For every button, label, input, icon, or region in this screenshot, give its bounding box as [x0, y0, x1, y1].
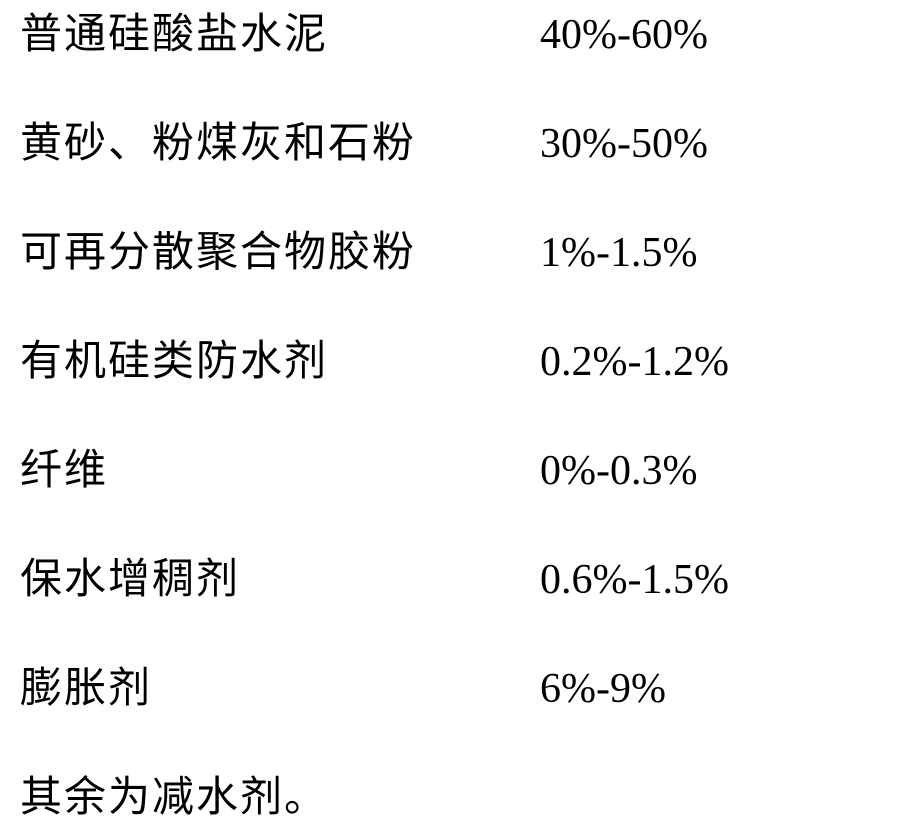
footer-note: 其余为减水剂。 — [20, 763, 900, 824]
table-row: 黄砂、粉煤灰和石粉 30%-50% — [20, 109, 900, 170]
ingredient-percentage: 0.6%-1.5% — [540, 556, 729, 604]
table-row: 膨胀剂 6%-9% — [20, 654, 900, 715]
ingredient-label: 黄砂、粉煤灰和石粉 — [20, 109, 540, 170]
table-row: 可再分散聚合物胶粉 1%-1.5% — [20, 218, 900, 279]
table-row: 纤维 0%-0.3% — [20, 436, 900, 497]
ingredient-label: 有机硅类防水剂 — [20, 327, 540, 388]
table-row: 保水增稠剂 0.6%-1.5% — [20, 545, 900, 606]
ingredient-percentage: 0%-0.3% — [540, 447, 697, 495]
ingredient-percentage: 30%-50% — [540, 120, 708, 168]
ingredient-label: 普通硅酸盐水泥 — [20, 0, 540, 61]
table-row: 有机硅类防水剂 0.2%-1.2% — [20, 327, 900, 388]
table-row: 普通硅酸盐水泥 40%-60% — [20, 0, 900, 61]
composition-table: 普通硅酸盐水泥 40%-60% 黄砂、粉煤灰和石粉 30%-50% 可再分散聚合… — [20, 0, 900, 824]
ingredient-percentage: 6%-9% — [540, 665, 666, 713]
ingredient-percentage: 40%-60% — [540, 11, 708, 59]
ingredient-percentage: 1%-1.5% — [540, 229, 697, 277]
ingredient-percentage: 0.2%-1.2% — [540, 338, 729, 386]
ingredient-label: 可再分散聚合物胶粉 — [20, 218, 540, 279]
ingredient-label: 保水增稠剂 — [20, 545, 540, 606]
ingredient-label: 纤维 — [20, 436, 540, 497]
ingredient-label: 膨胀剂 — [20, 654, 540, 715]
